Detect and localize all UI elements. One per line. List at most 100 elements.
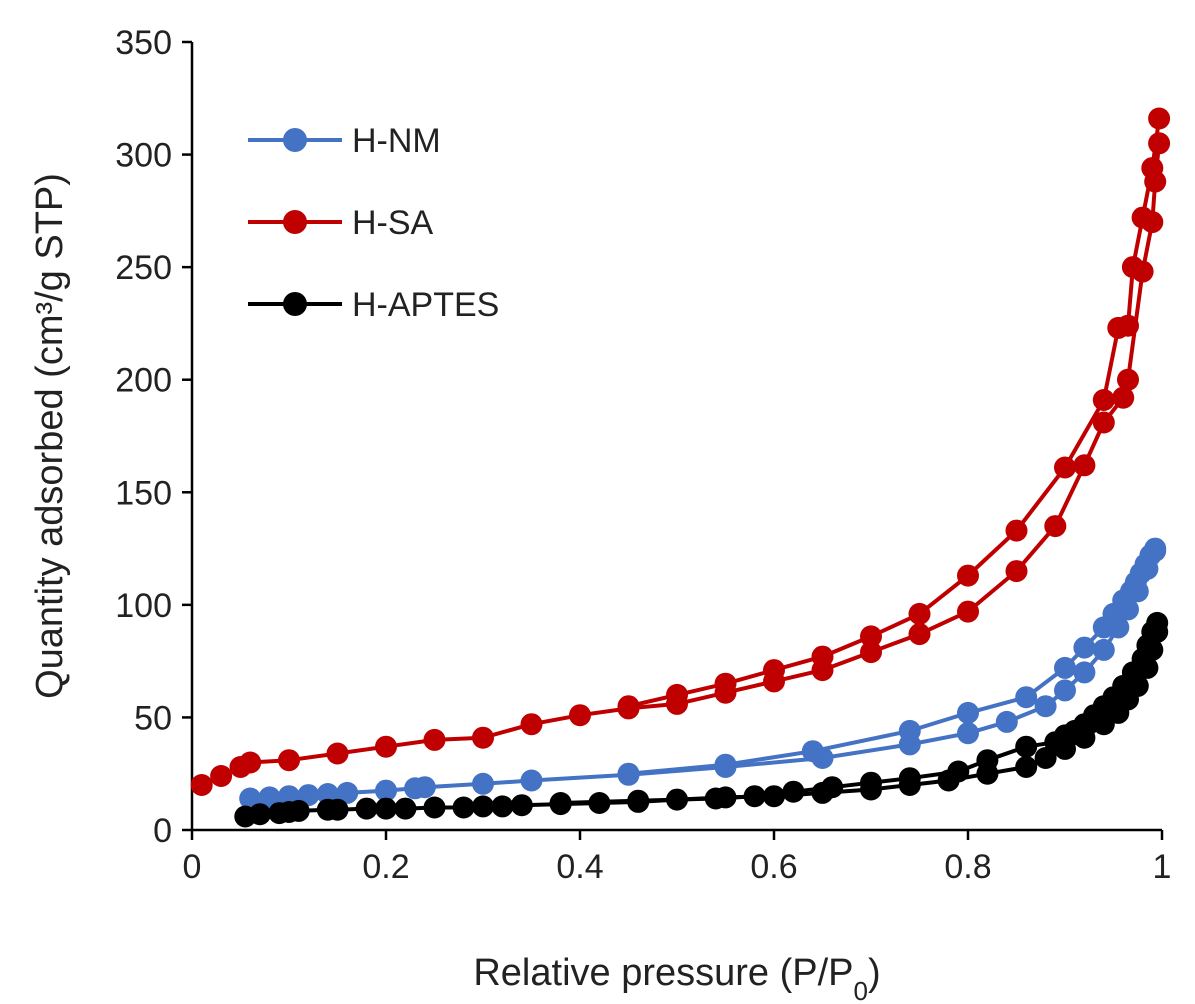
h-aptes-adsorption-point [452,796,475,819]
h-aptes-adsorption-point [248,803,271,826]
h-nm-desorption-point [957,701,979,724]
h-aptes-adsorption-point [588,792,611,814]
h-sa-desorption-line [628,118,1162,709]
legend-swatch-marker [283,292,307,316]
h-nm-adsorption-point [957,722,979,745]
h-aptes-adsorption-point [423,796,446,819]
h-aptes-desorption-point [1015,735,1038,758]
h-nm-desorption-point [1092,616,1115,639]
h-sa-desorption-point [957,564,979,587]
h-nm-adsorption-point [258,786,281,809]
h-aptes-desorption-point [782,780,805,803]
h-sa-desorption-point [763,659,785,682]
h-sa-adsorption-point [1073,454,1096,477]
h-nm-adsorption-point [520,769,543,792]
h-nm-adsorption-point [375,779,397,802]
h-sa-desorption-point [1005,519,1028,542]
y-axis-title: Quantity adsorbed (cm³/g STP) [29,173,71,699]
h-sa-adsorption-point [239,751,262,774]
h-aptes-desorption-point [947,760,970,783]
h-sa-desorption-point [860,625,882,648]
h-sa-adsorption-point [1117,368,1139,391]
h-aptes-adsorption-point [666,788,688,811]
h-sa-desorption-point [1121,256,1144,279]
h-aptes-desorption-line [560,621,1159,805]
x-axis-title: Relative pressure (P/P0) [473,952,880,1004]
legend-entry-h-sa: H-SA [248,204,434,242]
h-sa-desorption-point [908,602,931,625]
h-nm-adsorption-point [472,772,494,795]
h-sa-adsorption-point [375,735,397,758]
legend-entry-h-aptes: H-APTES [248,286,499,324]
h-nm-adsorption-point [1073,661,1096,684]
y-tick-label: 250 [115,249,172,287]
h-nm-desorption-point [1073,636,1096,659]
h-nm-adsorption-point [316,783,339,805]
h-nm-desorption-point [801,740,824,763]
y-tick-label: 50 [134,699,172,737]
h-nm-desorption-point [1015,686,1038,709]
h-nm-adsorption-point [297,784,320,807]
x-tick-label: 0.8 [944,848,991,886]
h-sa-adsorption-point [569,704,591,727]
h-aptes-desorption-point [1044,731,1067,754]
h-sa-desorption-point [666,683,688,706]
h-aptes-adsorption-point [355,797,378,820]
h-aptes-desorption-point [860,771,882,794]
h-sa-desorption-point [811,645,834,668]
series-h-aptes [234,611,1169,828]
y-tick-label: 350 [115,24,172,62]
legend-label: H-APTES [352,286,499,324]
h-nm-desorption-point [714,753,737,776]
h-aptes-adsorption-point [326,798,349,821]
h-sa-adsorption-point [1092,411,1115,434]
h-aptes-adsorption-point [491,795,514,818]
h-nm-adsorption-point [239,787,262,810]
x-tick-label: 0.6 [750,848,797,886]
x-tick-label: 0 [183,848,202,886]
y-tick-label: 200 [115,362,172,400]
x-axis-title-subscript: 0 [854,976,868,1004]
h-aptes-desorption-point [898,767,921,790]
h-aptes-desorption-point [704,787,727,810]
y-tick-label: 150 [115,474,172,512]
h-sa-adsorption-point [908,623,931,646]
legend: H-NM H-SA H-APTES [248,122,499,324]
h-aptes-adsorption-point [1015,756,1038,778]
h-sa-adsorption-point [1005,560,1028,583]
h-nm-adsorption-point [1092,638,1115,661]
h-aptes-adsorption-point [1034,747,1057,769]
h-aptes-adsorption-point [287,799,310,822]
h-aptes-desorption-point [549,792,572,814]
h-sa-adsorption-point [1112,386,1135,409]
legend-swatch-marker [283,210,307,234]
y-tick-label: 300 [115,137,172,175]
h-sa-desorption-point [1107,316,1130,339]
series-h-sa [190,107,1171,796]
legend-label: H-SA [352,204,434,242]
series-group [190,107,1171,828]
h-aptes-desorption-point [821,776,844,799]
h-nm-desorption-point [898,719,921,742]
h-aptes-adsorption-point [394,797,417,820]
legend-label: H-NM [352,122,441,160]
h-nm-adsorption-point [1034,695,1057,718]
h-aptes-adsorption-point [375,797,397,820]
h-sa-adsorption-point [278,749,300,772]
h-aptes-adsorption-point [510,794,533,817]
h-nm-adsorption-point [1054,679,1076,702]
h-sa-desorption-point [1148,107,1171,130]
y-tick-label: 100 [115,587,172,625]
h-sa-desorption-point [1092,389,1115,411]
h-sa-adsorption-point [326,742,349,765]
h-sa-adsorption-point [860,641,882,664]
h-sa-adsorption-point [210,765,233,787]
h-sa-adsorption-point [957,600,979,623]
h-sa-adsorption-point [1044,515,1067,538]
h-sa-adsorption-point [520,713,543,736]
h-sa-adsorption-point [472,726,494,749]
h-aptes-adsorption-point [472,795,494,818]
h-aptes-adsorption-point [763,785,785,808]
